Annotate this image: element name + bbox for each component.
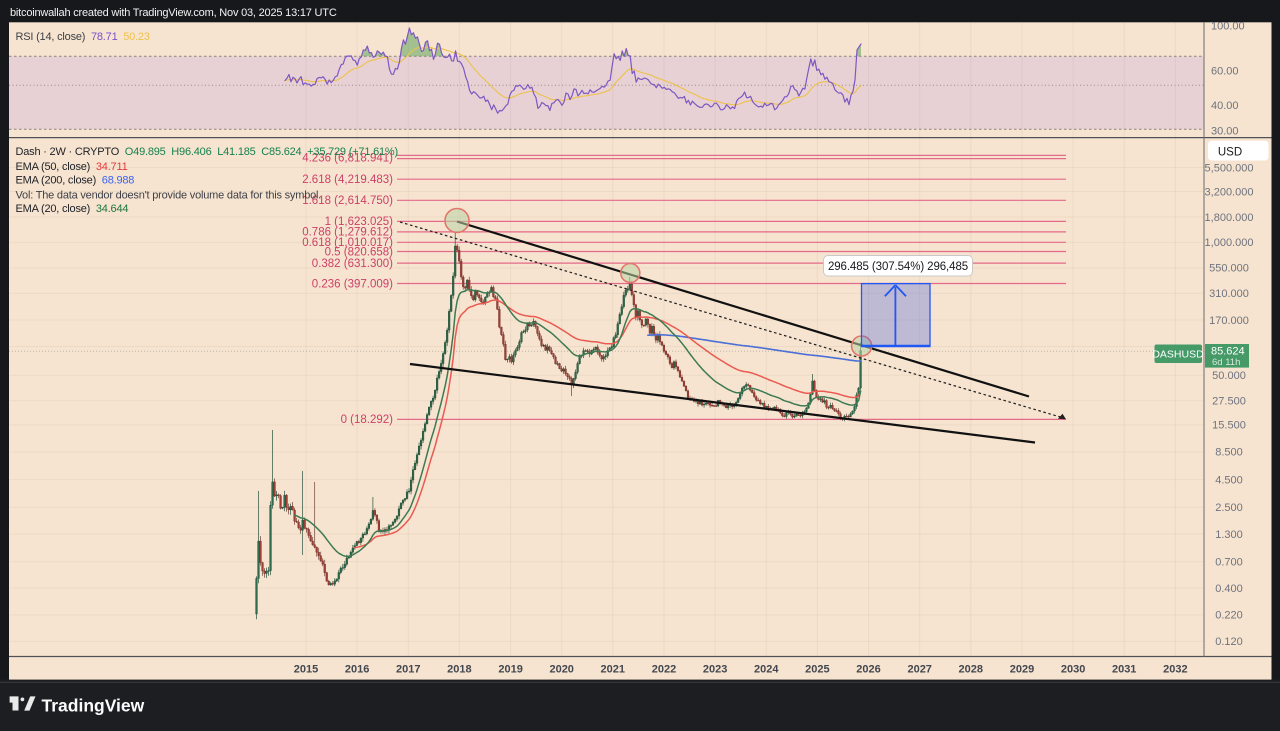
svg-text:TradingView: TradingView	[42, 696, 145, 716]
svg-text:2019: 2019	[498, 664, 522, 676]
svg-text:0.220: 0.220	[1215, 610, 1243, 622]
svg-text:2021: 2021	[601, 664, 625, 676]
svg-text:2026: 2026	[856, 664, 880, 676]
svg-text:2024: 2024	[754, 664, 779, 676]
svg-text:2015: 2015	[294, 664, 318, 676]
svg-text:2027: 2027	[907, 664, 931, 676]
svg-text:1 (1,623.025): 1 (1,623.025)	[325, 216, 394, 228]
svg-text:2.500: 2.500	[1215, 502, 1243, 514]
svg-text:2020: 2020	[549, 664, 573, 676]
svg-text:170.000: 170.000	[1209, 315, 1249, 327]
svg-text:30.00: 30.00	[1211, 125, 1239, 137]
svg-text:40.00: 40.00	[1211, 100, 1239, 112]
svg-text:1.618 (2,614.750): 1.618 (2,614.750)	[302, 195, 393, 207]
svg-text:85.624: 85.624	[1211, 346, 1245, 358]
svg-text:Vol: The data vendor doesn't p: Vol: The data vendor doesn't provide vol…	[16, 189, 322, 201]
svg-text:2017: 2017	[396, 664, 420, 676]
svg-text:0.120: 0.120	[1215, 636, 1243, 648]
svg-text:EMA (20, close) 34.644: EMA (20, close) 34.644	[16, 203, 129, 215]
svg-text:DASHUSD: DASHUSD	[1152, 349, 1204, 361]
svg-text:50.000: 50.000	[1212, 370, 1246, 382]
svg-text:0.5 (820.658): 0.5 (820.658)	[325, 246, 394, 258]
svg-text:1.300: 1.300	[1215, 529, 1243, 541]
svg-text:EMA (50, close) 34.711: EMA (50, close) 34.711	[16, 161, 128, 173]
svg-text:0.400: 0.400	[1215, 583, 1243, 595]
svg-text:296.485 (307.54%) 296,485: 296.485 (307.54%) 296,485	[828, 261, 968, 273]
svg-text:2016: 2016	[345, 664, 369, 676]
svg-text:2018: 2018	[447, 664, 471, 676]
svg-text:100.00: 100.00	[1211, 21, 1245, 33]
svg-text:60.00: 60.00	[1211, 65, 1239, 77]
svg-text:3,200.000: 3,200.000	[1205, 186, 1254, 198]
svg-text:5,500.000: 5,500.000	[1205, 162, 1254, 174]
svg-text:15.500: 15.500	[1212, 420, 1246, 432]
svg-text:2.618 (4,219.483): 2.618 (4,219.483)	[302, 174, 393, 186]
svg-text:2031: 2031	[1112, 664, 1136, 676]
svg-text:EMA (200, close) 68.988: EMA (200, close) 68.988	[16, 175, 135, 187]
svg-text:2022: 2022	[652, 664, 676, 676]
svg-text:8.500: 8.500	[1215, 447, 1243, 459]
svg-text:2023: 2023	[703, 664, 727, 676]
svg-text:RSI (14, close) 78.71 50.23: RSI (14, close) 78.71 50.23	[16, 31, 150, 43]
svg-text:2028: 2028	[959, 664, 983, 676]
svg-text:0 (18.292): 0 (18.292)	[341, 414, 394, 426]
svg-text:0.382 (631.300): 0.382 (631.300)	[312, 258, 393, 270]
svg-text:2030: 2030	[1061, 664, 1085, 676]
svg-text:Dash · 2W · CRYPTO O49.895 H: Dash · 2W · CRYPTO O49.895 H96.406 L41.1…	[16, 146, 398, 158]
svg-text:2029: 2029	[1010, 664, 1034, 676]
svg-text:0.236 (397.009): 0.236 (397.009)	[312, 278, 393, 290]
svg-text:27.500: 27.500	[1212, 396, 1246, 408]
svg-text:0.618 (1,010.017): 0.618 (1,010.017)	[302, 237, 393, 249]
svg-text:4.500: 4.500	[1215, 474, 1243, 486]
svg-text:310.000: 310.000	[1209, 288, 1249, 300]
svg-text:550.000: 550.000	[1209, 263, 1249, 275]
svg-text:USD: USD	[1218, 146, 1242, 158]
svg-text:1,000.000: 1,000.000	[1205, 237, 1254, 249]
svg-text:0.786 (1,279.612): 0.786 (1,279.612)	[302, 227, 393, 239]
svg-text:bitcoinwallah created with Tra: bitcoinwallah created with TradingView.c…	[10, 7, 337, 19]
svg-text:4.236 (6,818.941): 4.236 (6,818.941)	[302, 152, 393, 164]
svg-text:2032: 2032	[1163, 664, 1187, 676]
svg-text:0.700: 0.700	[1215, 557, 1243, 569]
svg-text:2025: 2025	[805, 664, 829, 676]
svg-text:1,800.000: 1,800.000	[1205, 212, 1254, 224]
svg-text:6d 11h: 6d 11h	[1212, 357, 1240, 368]
